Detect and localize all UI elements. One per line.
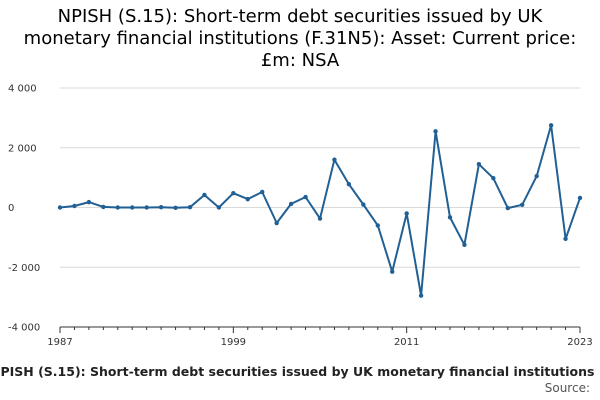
data-point <box>433 129 438 134</box>
x-tick-label: 2023 <box>567 337 592 348</box>
data-point <box>548 123 554 128</box>
x-tick-label: 2011 <box>394 337 419 348</box>
data-point <box>115 205 120 210</box>
data-point <box>476 161 482 167</box>
data-point <box>274 220 279 226</box>
x-axis-label: NPISH (S.15): Short-term debt securities… <box>0 364 600 379</box>
y-tick-label: 4 000 <box>8 84 37 95</box>
data-point <box>260 189 265 195</box>
data-point <box>231 190 236 196</box>
data-point <box>332 157 337 162</box>
y-tick-label: -4 000 <box>8 323 40 334</box>
data-point <box>216 205 222 210</box>
data-point <box>361 202 366 207</box>
data-point <box>303 194 308 200</box>
data-point <box>144 205 149 210</box>
data-point <box>534 173 539 179</box>
data-point <box>130 205 135 210</box>
data-point <box>101 204 106 210</box>
data-point <box>202 192 207 198</box>
data-point <box>577 195 583 201</box>
data-point <box>187 205 193 210</box>
data-point <box>86 199 92 205</box>
data-point <box>245 196 250 202</box>
data-point <box>72 203 77 209</box>
data-point <box>563 236 568 242</box>
axes: -4 000 -2 000 0 2 000 4 000 1987 1999 2011 2023 <box>8 84 593 349</box>
data-point <box>404 211 409 216</box>
data-point <box>288 201 294 207</box>
data-point <box>173 205 178 210</box>
data-point <box>158 205 164 210</box>
data-point <box>317 216 323 221</box>
data-point <box>491 176 496 181</box>
data-point <box>57 205 63 210</box>
data-point <box>346 181 352 187</box>
x-tick-label: 1999 <box>221 337 246 348</box>
data-point <box>462 242 467 248</box>
data-point <box>447 215 453 220</box>
data-point <box>390 269 395 274</box>
x-tick-label: 1987 <box>47 337 72 348</box>
source-label: Source: <box>544 381 590 395</box>
data-point <box>505 205 510 211</box>
series-line <box>59 124 581 297</box>
data-point <box>418 293 424 298</box>
y-tick-label: 0 <box>8 203 14 214</box>
y-tick-label: -2 000 <box>8 263 40 274</box>
chart-title: NPISH (S.15): Short-term debt securities… <box>23 6 577 71</box>
data-point <box>520 202 525 208</box>
y-tick-label: 2 000 <box>8 143 37 154</box>
data-point <box>375 223 380 228</box>
series <box>57 123 583 298</box>
